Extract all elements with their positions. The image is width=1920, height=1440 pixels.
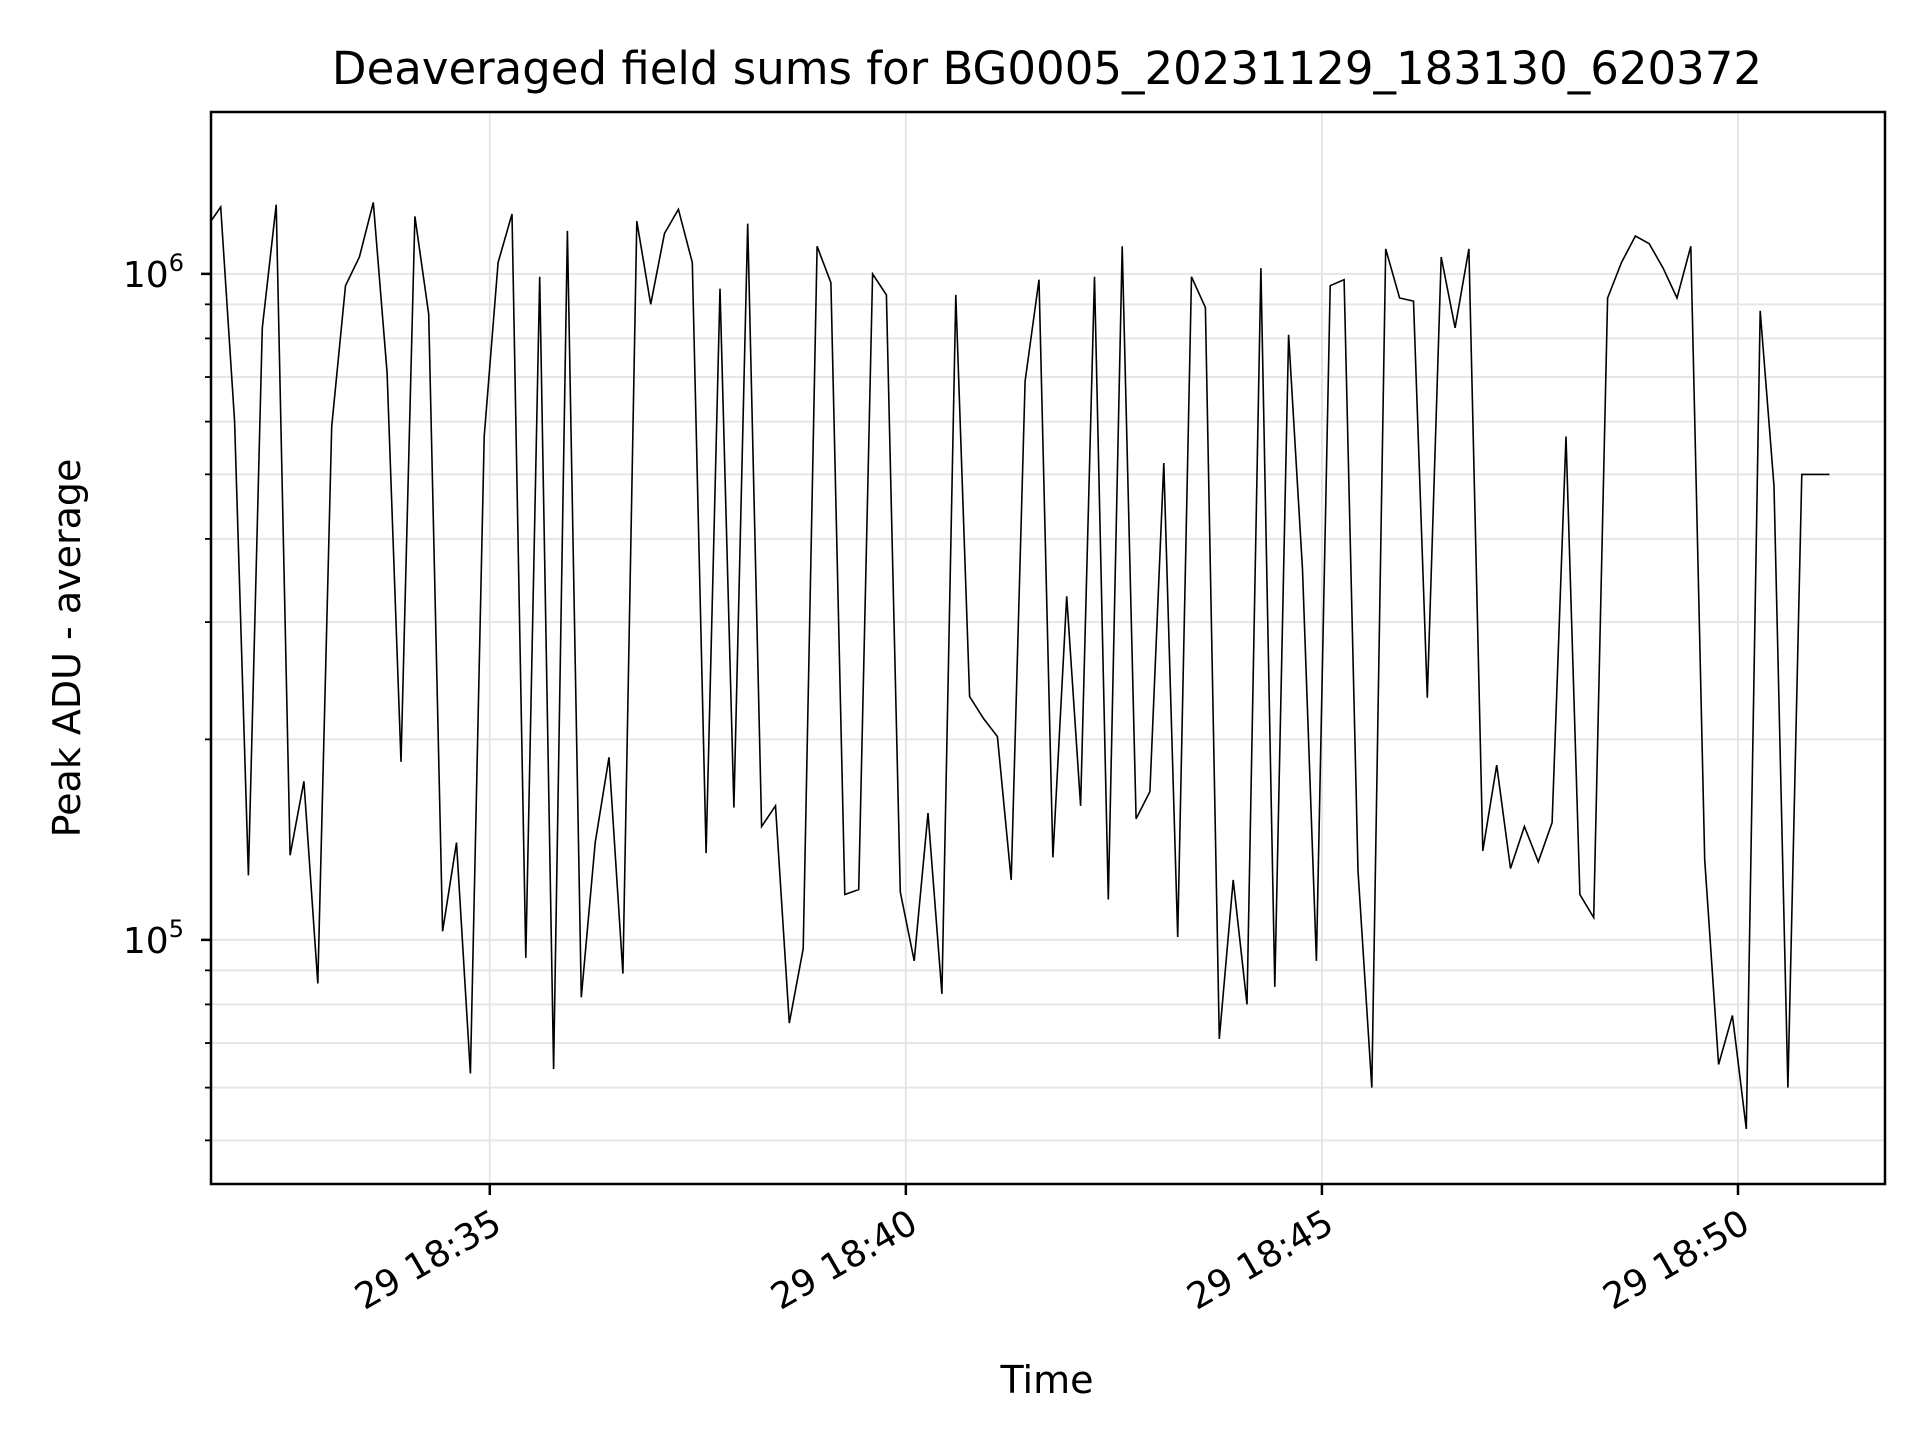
- y-tick-base: 10: [123, 255, 169, 296]
- grid-lines: [211, 112, 1885, 1184]
- chart-title: Deaveraged field sums for BG0005_2023112…: [332, 42, 1762, 95]
- y-tick-label: 106: [123, 249, 184, 296]
- series-line: [210, 202, 1830, 1130]
- data-series: [210, 202, 1830, 1130]
- plot-frame: [209, 110, 1887, 1186]
- y-tick-exponent: 6: [169, 249, 184, 277]
- y-axis-label: Peak ADU - average: [45, 459, 89, 838]
- x-axis-label: Time: [1000, 1358, 1094, 1402]
- y-tick-exponent: 5: [169, 915, 184, 943]
- y-tick-label: 105: [123, 915, 184, 962]
- y-tick-base: 10: [123, 921, 169, 962]
